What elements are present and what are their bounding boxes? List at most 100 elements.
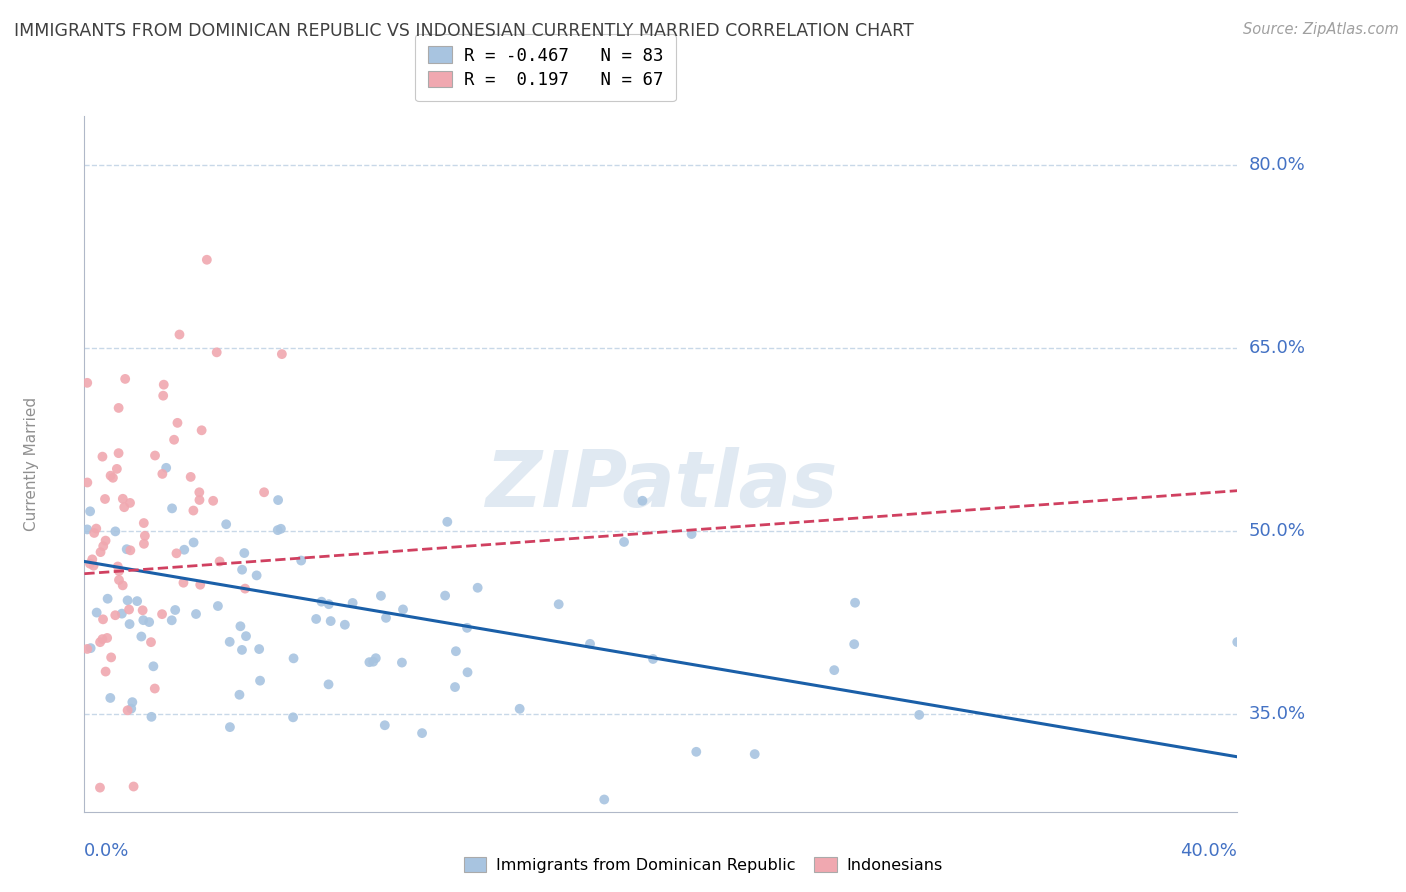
Point: [579, 637, 602, 651]
Point: [231, 643, 253, 657]
Point: [436, 515, 458, 529]
Point: [76, 475, 98, 490]
Point: [91, 612, 114, 626]
Point: [132, 537, 155, 551]
Point: [444, 644, 467, 658]
Point: [165, 603, 187, 617]
Point: [132, 613, 155, 627]
Point: [86, 606, 108, 620]
Point: [744, 747, 766, 761]
Point: [83, 558, 105, 573]
Point: [105, 462, 128, 476]
Point: [547, 597, 569, 611]
Point: [84, 522, 107, 536]
Point: [392, 602, 415, 616]
Point: [235, 629, 257, 643]
Point: [143, 449, 166, 463]
Text: Source: ZipAtlas.com: Source: ZipAtlas.com: [1243, 22, 1399, 37]
Point: [96, 631, 118, 645]
Point: [79, 557, 101, 571]
Point: [79, 641, 101, 656]
Point: [101, 471, 124, 485]
Text: 35.0%: 35.0%: [1249, 705, 1306, 723]
Point: [104, 524, 127, 539]
Point: [91, 632, 114, 646]
Point: [370, 589, 392, 603]
Point: [112, 500, 135, 515]
Point: [311, 595, 333, 609]
Point: [823, 663, 845, 677]
Point: [131, 630, 153, 644]
Point: [685, 745, 707, 759]
Point: [1226, 635, 1249, 649]
Point: [155, 460, 177, 475]
Point: [107, 401, 129, 415]
Point: [434, 589, 457, 603]
Point: [267, 523, 290, 537]
Point: [375, 611, 398, 625]
Point: [169, 327, 191, 342]
Point: [844, 596, 866, 610]
Point: [411, 726, 433, 740]
Point: [139, 635, 162, 649]
Point: [270, 522, 292, 536]
Point: [82, 552, 104, 566]
Point: [89, 635, 111, 649]
Text: 65.0%: 65.0%: [1249, 339, 1305, 357]
Point: [218, 635, 240, 649]
Point: [183, 535, 205, 549]
Text: IMMIGRANTS FROM DOMINICAN REPUBLIC VS INDONESIAN CURRENTLY MARRIED CORRELATION C: IMMIGRANTS FROM DOMINICAN REPUBLIC VS IN…: [14, 22, 914, 40]
Point: [207, 599, 229, 613]
Point: [160, 501, 183, 516]
Point: [117, 703, 139, 717]
Point: [94, 533, 117, 548]
Point: [127, 594, 149, 608]
Text: 50.0%: 50.0%: [1249, 522, 1305, 540]
Point: [152, 377, 174, 392]
Point: [391, 656, 413, 670]
Point: [359, 655, 381, 669]
Point: [121, 695, 143, 709]
Point: [122, 780, 145, 794]
Point: [364, 651, 387, 665]
Point: [267, 493, 290, 508]
Point: [361, 655, 384, 669]
Point: [641, 652, 664, 666]
Point: [108, 573, 131, 587]
Point: [908, 707, 931, 722]
Point: [98, 690, 121, 705]
Point: [281, 710, 304, 724]
Point: [208, 554, 231, 568]
Point: [76, 376, 98, 390]
Point: [270, 347, 292, 361]
Point: [509, 702, 531, 716]
Point: [172, 575, 194, 590]
Point: [319, 614, 342, 628]
Point: [593, 792, 616, 806]
Point: [283, 651, 305, 665]
Point: [152, 389, 174, 403]
Point: [444, 680, 467, 694]
Point: [120, 543, 142, 558]
Point: [253, 485, 276, 500]
Point: [111, 607, 134, 621]
Point: [160, 613, 183, 627]
Point: [188, 493, 211, 508]
Point: [118, 602, 141, 616]
Point: [97, 591, 120, 606]
Point: [467, 581, 489, 595]
Point: [120, 701, 142, 715]
Point: [115, 542, 138, 557]
Point: [215, 517, 238, 532]
Point: [107, 446, 129, 460]
Point: [195, 252, 218, 267]
Point: [132, 516, 155, 530]
Point: [342, 596, 364, 610]
Point: [228, 688, 250, 702]
Point: [180, 470, 202, 484]
Point: [104, 608, 127, 623]
Point: [183, 503, 205, 517]
Point: [141, 710, 163, 724]
Point: [100, 468, 122, 483]
Point: [111, 491, 134, 506]
